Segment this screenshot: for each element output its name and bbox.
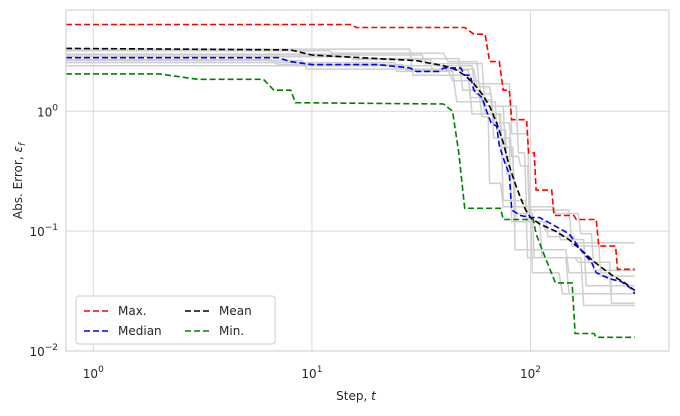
- legend-label-min: Min.: [219, 324, 244, 338]
- y-axis-label-text: Abs. Error,: [11, 153, 25, 220]
- y-tick-label-2: 100: [37, 103, 58, 119]
- background-line-5: [66, 53, 635, 295]
- x-axis-label-symbol: t: [371, 389, 377, 403]
- legend-label-max: Max.: [118, 304, 147, 318]
- y-tick-labels: 10−2 10−1 100: [29, 103, 58, 359]
- y-axis-label: Abs. Error, εf: [11, 141, 28, 219]
- background-line-3: [66, 49, 635, 272]
- x-tick-label-0: 100: [83, 365, 104, 381]
- legend-label-mean: Mean: [219, 304, 252, 318]
- y-tick-label-1: 10−1: [29, 223, 58, 239]
- legend-box: [75, 295, 276, 345]
- plot-frame: [65, 9, 670, 352]
- x-axis-label: Step, t: [336, 389, 377, 403]
- background-line-0: [66, 56, 635, 244]
- x-tick-labels: 100 101 102: [83, 365, 541, 381]
- series-lines: [65, 23, 636, 339]
- series-line-min: [66, 73, 635, 339]
- legend-label-median: Median: [118, 324, 162, 338]
- x-axis-label-text: Step,: [336, 389, 371, 403]
- y-axis-label-symbol: ε: [11, 146, 25, 153]
- series-line-max: [66, 23, 635, 271]
- x-tick-label-2: 102: [520, 365, 541, 381]
- y-tick-label-0: 10−2: [29, 343, 58, 359]
- series-line-median: [66, 56, 636, 295]
- background-series: [66, 48, 635, 307]
- legend: Max. Mean Median Min.: [75, 295, 276, 345]
- y-axis-label-subscript: f: [18, 141, 28, 146]
- x-tick-label-1: 101: [301, 365, 322, 381]
